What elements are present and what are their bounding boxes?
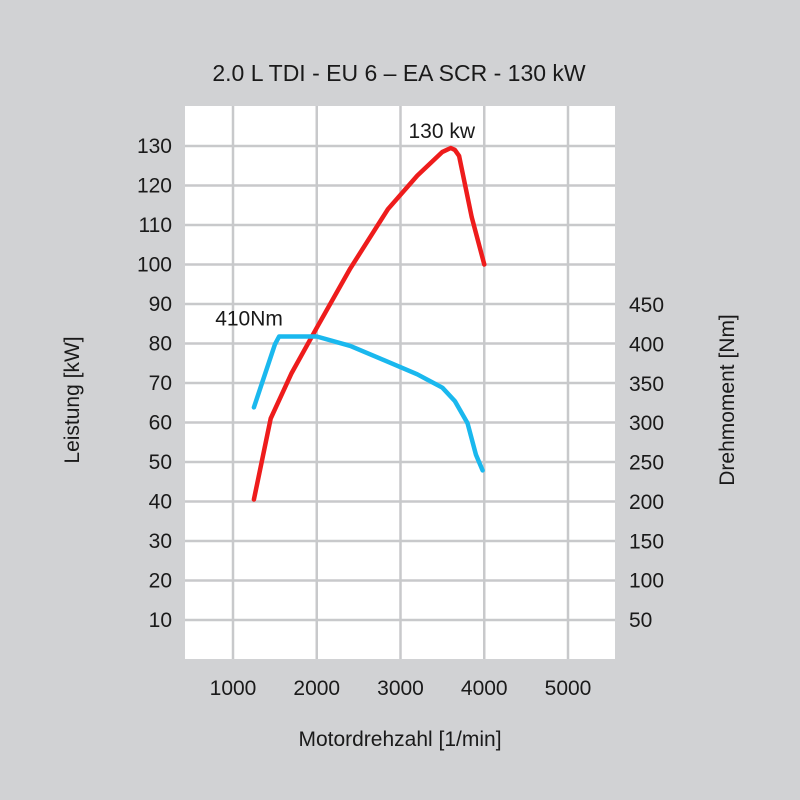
y-right-tick-label: 300 (629, 412, 664, 435)
y-left-tick-label: 50 (149, 451, 172, 474)
y-right-tick-label: 250 (629, 452, 664, 475)
y-left-tick-label: 130 (137, 135, 172, 158)
torque-line (251, 334, 485, 473)
x-tick-label: 3000 (377, 677, 424, 700)
y-left-axis-label: Leistung [kW] (61, 336, 84, 463)
y-left-tick-label: 100 (137, 254, 172, 277)
y-left-tick-label: 110 (139, 214, 172, 237)
y-left-tick-label: 20 (149, 570, 172, 593)
y-right-ticks: 50 100 150 200 250 300 350 400 450 (629, 294, 664, 632)
y-left-ticks: 10 20 30 40 50 60 70 80 90 100 110 120 130 (137, 135, 172, 632)
annotation-max-power: 130 kw (408, 120, 475, 143)
series-layer (251, 145, 487, 502)
y-right-tick-label: 350 (629, 373, 664, 396)
y-left-tick-label: 90 (149, 293, 172, 316)
annotation-max-torque: 410Nm (215, 308, 283, 331)
x-tick-label: 5000 (545, 677, 592, 700)
y-left-tick-label: 30 (149, 530, 172, 553)
y-left-tick-label: 80 (149, 333, 172, 356)
x-tick-label: 1000 (210, 677, 257, 700)
x-tick-label: 4000 (461, 677, 508, 700)
y-right-tick-label: 200 (629, 491, 664, 514)
y-left-tick-label: 40 (149, 491, 172, 514)
y-right-tick-label: 100 (629, 570, 664, 593)
y-left-tick-label: 60 (149, 412, 172, 435)
y-left-tick-label: 10 (149, 609, 172, 632)
y-right-axis-label: Drehmoment [Nm] (716, 314, 739, 486)
x-ticks: 1000 2000 3000 4000 5000 (210, 677, 592, 700)
y-left-tick-label: 120 (137, 175, 172, 198)
power-line (251, 145, 487, 502)
y-right-tick-label: 150 (629, 530, 664, 553)
y-left-tick-label: 70 (149, 372, 172, 395)
y-right-tick-label: 400 (629, 333, 664, 356)
y-right-tick-label: 450 (629, 294, 664, 317)
x-axis-label: Motordrehzahl [1/min] (298, 728, 501, 751)
y-right-tick-label: 50 (629, 609, 652, 632)
annotations: 130 kw 410Nm (215, 120, 476, 331)
x-tick-label: 2000 (293, 677, 340, 700)
chart-title: 2.0 L TDI - EU 6 – EA SCR - 130 kW (212, 60, 586, 86)
